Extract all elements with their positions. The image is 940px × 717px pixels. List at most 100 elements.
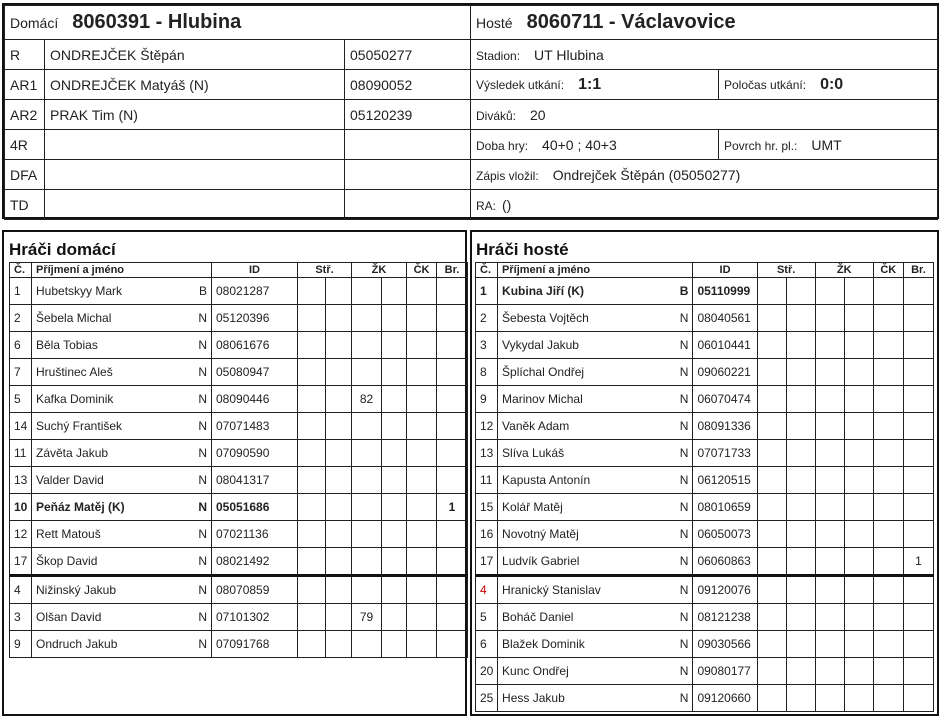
official-row: DFA — [4, 159, 471, 190]
column-header-id: ID — [211, 262, 298, 278]
substitution-cell-2 — [785, 466, 816, 494]
yellow-card-cell-2 — [380, 520, 408, 548]
player-row: 9 Ondruch Jakub N 07091768 — [9, 630, 469, 658]
goals-cell — [902, 439, 935, 467]
player-id: 08010659 — [692, 493, 758, 521]
red-card-cell — [872, 385, 904, 413]
substitution-cell-2 — [325, 277, 352, 305]
player-flag: N — [679, 392, 689, 406]
player-flag: N — [679, 691, 689, 705]
player-name-text: Kafka Dominik — [36, 392, 114, 406]
player-id: 08121238 — [692, 603, 758, 631]
yellow-card-cell-2 — [843, 657, 874, 685]
player-row: 3 Olšan David N 07101302 79 — [9, 603, 469, 631]
player-id: 08070859 — [211, 574, 298, 604]
player-id: 05120396 — [211, 304, 298, 332]
player-number: 15 — [474, 493, 499, 521]
player-name-text: Novotný Matěj — [502, 527, 579, 541]
player-row: 1 Hubetskyy Mark B 08021287 — [9, 277, 469, 305]
player-number: 5 — [474, 603, 499, 631]
column-header-ck: ČK — [872, 262, 904, 278]
player-number: 2 — [474, 304, 499, 332]
goals-cell: 1 — [902, 547, 935, 576]
stadium: Stadion: UT Hlubina — [469, 39, 939, 70]
red-card-cell — [406, 630, 438, 658]
player-number: 6 — [9, 331, 32, 359]
result: Výsledek utkání: 1:1 — [470, 69, 719, 100]
column-header-br: Br. — [436, 262, 469, 278]
yellow-card-cell-1 — [814, 603, 845, 631]
official-name — [44, 189, 345, 220]
substitution-cell-1 — [756, 466, 787, 494]
player-name: Šebesta Vojtěch N — [497, 304, 694, 332]
official-row: R ONDREJČEK Štěpán 05050277 — [4, 39, 471, 70]
official-role: AR1 — [4, 69, 45, 100]
substitution-cell-1 — [756, 412, 787, 440]
column-header-br: Br. — [902, 262, 935, 278]
player-name: Marinov Michal N — [497, 385, 694, 413]
player-row: 11 Závěta Jakub N 07090590 — [9, 439, 469, 467]
yellow-card-cell-1 — [814, 630, 845, 658]
yellow-card-cell-1 — [351, 439, 382, 467]
player-name-text: Ondruch Jakub — [36, 637, 118, 651]
player-number: 3 — [474, 331, 499, 359]
player-id: 05080947 — [211, 358, 298, 386]
substitution-cell-1 — [297, 304, 326, 332]
red-card-cell — [406, 466, 438, 494]
yellow-card-cell-2 — [380, 412, 408, 440]
away-team-header: Hosté 8060711 - Václavovice — [469, 5, 939, 40]
player-name-text: Boháč Daniel — [502, 610, 574, 624]
player-name: Boháč Daniel N — [497, 603, 694, 631]
player-name: Hess Jakub N — [497, 684, 694, 712]
yellow-card-cell-2 — [843, 520, 874, 548]
player-flag: N — [679, 664, 689, 678]
player-id: 09060221 — [692, 358, 758, 386]
home-team-header: Domácí 8060391 - Hlubina — [4, 5, 471, 40]
player-flag: B — [679, 284, 689, 298]
player-name-text: Hubetskyy Mark — [36, 284, 123, 298]
player-number: 17 — [474, 547, 499, 576]
red-card-cell — [872, 331, 904, 359]
player-id: 05110999 — [692, 277, 758, 305]
player-number: 11 — [474, 466, 499, 494]
player-row: 4 Nižinský Jakub N 08070859 — [9, 574, 469, 604]
player-id: 09120660 — [692, 684, 758, 712]
goals-cell — [902, 684, 935, 712]
goals-cell — [902, 358, 935, 386]
substitution-cell-1 — [297, 331, 326, 359]
player-row: 5 Boháč Daniel N 08121238 — [474, 603, 935, 631]
yellow-card-cell-1 — [814, 520, 845, 548]
goals-cell — [902, 331, 935, 359]
player-number: 8 — [474, 358, 499, 386]
substitution-cell-1 — [297, 630, 326, 658]
player-number: 11 — [9, 439, 32, 467]
player-name: Hubetskyy Mark B — [31, 277, 212, 305]
player-name-text: Nižinský Jakub — [36, 583, 117, 597]
player-name: Kunc Ondřej N — [497, 657, 694, 685]
substitution-cell-2 — [325, 520, 352, 548]
player-id: 09120076 — [692, 574, 758, 604]
substitution-cell-2 — [785, 520, 816, 548]
yellow-card-cell-1 — [351, 574, 382, 604]
official-role: TD — [4, 189, 45, 220]
player-number: 7 — [9, 358, 32, 386]
player-name: Kubina Jiří (K) B — [497, 277, 694, 305]
yellow-card-cell-1 — [351, 331, 382, 359]
goals-cell — [436, 412, 469, 440]
player-name: Olšan David N — [31, 603, 212, 631]
yellow-card-cell-2 — [380, 466, 408, 494]
player-id: 08061676 — [211, 331, 298, 359]
yellow-card-cell-1 — [351, 358, 382, 386]
home-players-panel: Hráči domácí Č. Příjmení a jméno ID Stř. ŽK Č… — [2, 230, 469, 716]
away-players-title: Hráči hosté — [476, 240, 569, 259]
player-id: 06050073 — [692, 520, 758, 548]
player-name: Novotný Matěj N — [497, 520, 694, 548]
player-number: 9 — [9, 630, 32, 658]
player-name: Běla Tobias N — [31, 331, 212, 359]
spectators: Diváků: 20 — [469, 99, 939, 130]
red-card-cell — [872, 630, 904, 658]
player-name-text: Kubina Jiří (K) — [502, 284, 585, 298]
player-flag: N — [198, 446, 207, 460]
player-name-text: Běla Tobias — [36, 338, 98, 352]
away-team-name: 8060711 - Václavovice — [526, 11, 736, 33]
